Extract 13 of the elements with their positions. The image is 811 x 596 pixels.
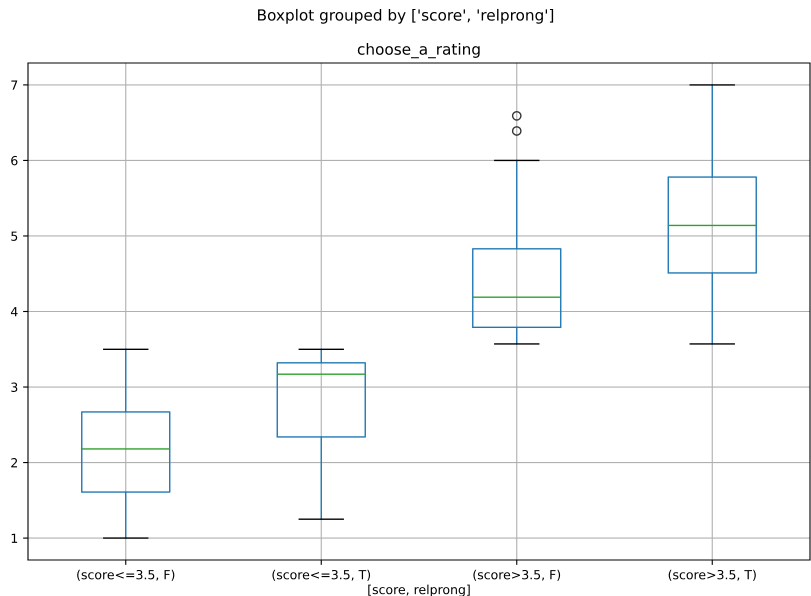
chart-title: Boxplot grouped by ['score', 'relprong'] (258, 8, 554, 24)
y-tick-label: 1 (12, 534, 18, 543)
x-tick-label: (score<=3.5, F) (77, 570, 174, 581)
y-tick-label: 7 (11, 80, 18, 90)
y-tick-label: 4 (10, 307, 18, 316)
x-tick-label: (score>3.5, F) (473, 570, 560, 581)
x-tick-label: (score<=3.5, T) (272, 570, 370, 581)
y-tick-label: 2 (11, 458, 18, 468)
x-tick-label: (score>3.5, T) (668, 570, 756, 581)
y-tick-label: 6 (11, 156, 18, 166)
y-tick-label: 5 (11, 232, 18, 241)
chart-subtitle: choose_a_rating (358, 43, 480, 58)
y-tick-label: 3 (11, 382, 18, 392)
